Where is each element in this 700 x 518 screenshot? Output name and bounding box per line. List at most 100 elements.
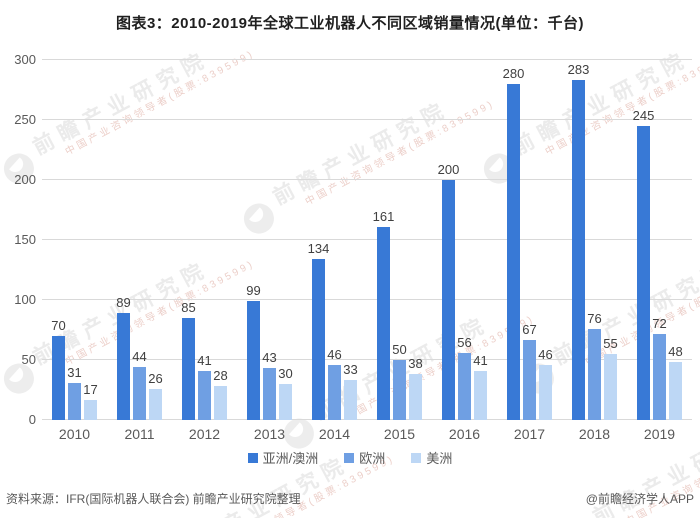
bar-美洲-2011 [149, 388, 162, 420]
legend-item-欧洲: 欧洲 [344, 448, 385, 467]
gridline [42, 359, 692, 360]
bar-slot: 134 [308, 241, 329, 420]
bar-value-label: 38 [408, 356, 423, 372]
bar-美洲-2017 [539, 364, 552, 420]
bar-slot: 30 [278, 366, 293, 420]
bar-group-2011: 89 44 26 2011 [107, 60, 172, 442]
bar-value-label: 200 [437, 162, 460, 177]
bar-slot: 245 [633, 108, 654, 420]
legend-item-亚洲/澳洲: 亚洲/澳洲 [247, 448, 319, 467]
bar-value-label: 31 [67, 364, 82, 380]
bar-欧洲-2017 [523, 339, 536, 420]
bar-slot: 38 [408, 356, 423, 420]
bar-亚洲/澳洲-2016 [442, 180, 455, 420]
legend-item-美洲: 美洲 [411, 448, 452, 467]
bar-value-label: 280 [502, 66, 525, 81]
x-axis-tick-label: 2016 [448, 426, 481, 442]
bar-group-2019: 245 72 48 2019 [627, 60, 692, 442]
bar-欧洲-2015 [393, 360, 406, 420]
x-axis-tick-label: 2011 [124, 426, 155, 442]
bar-欧洲-2011 [133, 367, 146, 420]
bar-value-label: 70 [51, 318, 66, 333]
y-axis-tick-label: 0 [28, 412, 36, 427]
bar-value-label: 44 [132, 349, 147, 365]
bar-value-label: 28 [213, 368, 228, 384]
gridline [42, 179, 692, 180]
bar-slot: 56 [457, 335, 472, 420]
bar-亚洲/澳洲-2017 [507, 84, 520, 420]
bar-value-label: 41 [197, 352, 212, 368]
bar-欧洲-2010 [68, 382, 81, 420]
bar-value-label: 67 [522, 321, 537, 337]
bar-group-2010: 70 31 17 2010 [42, 60, 107, 442]
source-note: 资料来源：IFR(国际机器人联合会) 前瞻产业研究院整理 [6, 492, 301, 506]
x-axis-tick-label: 2019 [643, 426, 676, 442]
bar-欧洲-2016 [458, 352, 471, 420]
bar-value-label: 30 [278, 366, 293, 381]
gridline [42, 59, 692, 60]
bar-slot: 89 [116, 295, 131, 420]
bar-slot: 17 [83, 382, 98, 420]
bar-value-label: 17 [83, 381, 98, 397]
legend-swatch-icon [247, 452, 258, 463]
bar-slot: 46 [538, 347, 553, 420]
bar-slot: 43 [262, 350, 277, 420]
bar-value-label: 46 [538, 346, 553, 362]
gridline [42, 419, 692, 420]
x-axis-tick-label: 2017 [513, 426, 546, 442]
bar-slot: 85 [181, 300, 196, 420]
bar-slot: 31 [67, 365, 82, 420]
bar-亚洲/澳洲-2014 [312, 259, 325, 420]
bar-slot: 41 [197, 353, 212, 420]
bar-value-label: 48 [668, 344, 683, 360]
bar-value-label: 85 [181, 300, 196, 315]
bar-亚洲/澳洲-2011 [117, 313, 130, 420]
bar-美洲-2014 [344, 380, 357, 420]
bar-value-label: 245 [632, 108, 655, 123]
y-axis-tick-label: 150 [14, 232, 36, 247]
bar-slot: 72 [652, 316, 667, 420]
bar-value-label: 55 [603, 336, 618, 351]
chart-title: 图表3：2010-2019年全球工业机器人不同区域销量情况(单位：千台) [115, 15, 585, 32]
x-axis-tick-label: 2015 [383, 426, 416, 442]
bar-slot: 48 [668, 344, 683, 420]
bar-value-label: 41 [473, 352, 488, 368]
gridline [42, 239, 692, 240]
bar-美洲-2015 [409, 374, 422, 420]
bar-group-2012: 85 41 28 2012 [172, 60, 237, 442]
bar-欧洲-2018 [588, 328, 601, 420]
bar-slot: 99 [246, 283, 261, 420]
bar-value-label: 76 [587, 310, 602, 326]
bar-slot: 44 [132, 349, 147, 420]
bar-slot: 280 [503, 66, 524, 420]
bar-美洲-2018 [604, 354, 617, 420]
footer: 资料来源：IFR(国际机器人联合会) 前瞻产业研究院整理 @前瞻经济学人APP [0, 490, 700, 507]
bar-slot: 161 [373, 209, 394, 420]
bar-value-label: 161 [372, 208, 395, 224]
bar-亚洲/澳洲-2013 [247, 301, 260, 420]
bar-group-2015: 161 50 38 2015 [367, 60, 432, 442]
y-axis-tick-label: 200 [14, 172, 36, 187]
bar-slot: 28 [213, 368, 228, 420]
legend: 亚洲/澳洲 欧洲 美洲 [0, 448, 700, 467]
legend-label: 亚洲/澳洲 [262, 451, 319, 466]
bar-value-label: 89 [116, 295, 131, 311]
bar-欧洲-2014 [328, 364, 341, 420]
bar-欧洲-2019 [653, 333, 666, 420]
bar-美洲-2012 [214, 386, 227, 420]
bar-slot: 200 [438, 162, 459, 420]
bar-亚洲/澳洲-2015 [377, 226, 390, 420]
bar-value-label: 43 [262, 350, 277, 366]
bar-亚洲/澳洲-2018 [572, 80, 585, 420]
bar-美洲-2016 [474, 370, 487, 420]
legend-swatch-icon [344, 452, 355, 463]
bar-value-label: 283 [567, 62, 590, 78]
x-axis-tick-label: 2012 [188, 426, 221, 442]
bar-group-2016: 200 56 41 2016 [432, 60, 497, 442]
legend-swatch-icon [411, 452, 422, 463]
y-axis-tick-label: 50 [21, 352, 36, 367]
bar-美洲-2010 [84, 399, 97, 420]
bar-group-2014: 134 46 33 2014 [302, 60, 367, 442]
y-axis-tick-label: 250 [14, 112, 36, 127]
bar-亚洲/澳洲-2010 [52, 336, 65, 420]
